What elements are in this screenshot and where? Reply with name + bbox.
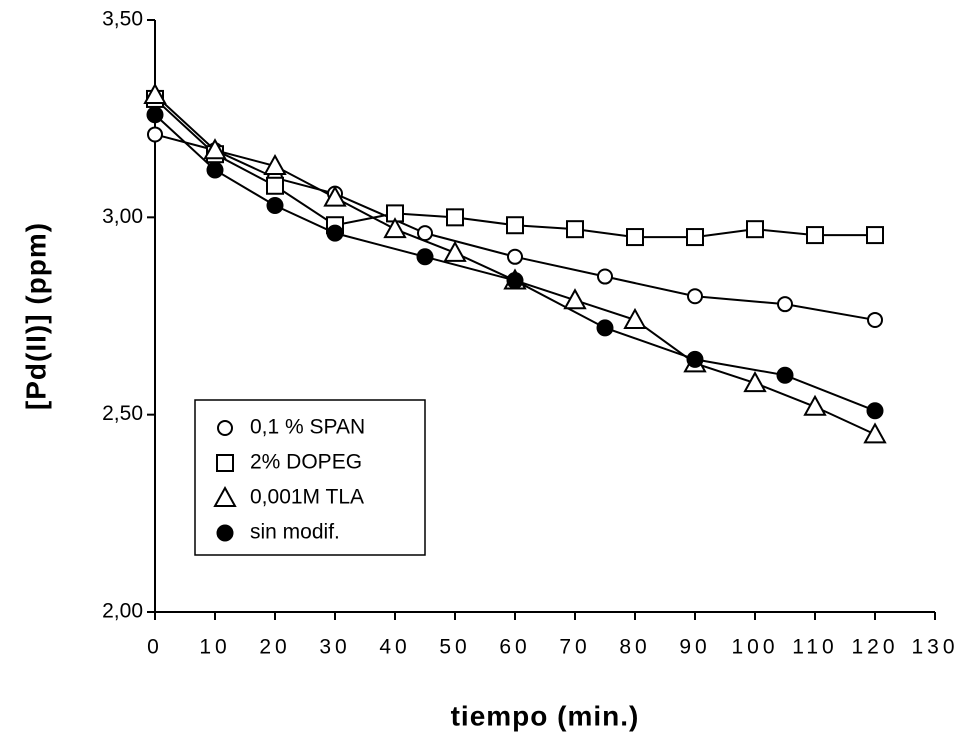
point xyxy=(623,307,647,329)
point xyxy=(863,422,887,444)
point xyxy=(596,319,614,337)
x-tick-label: 60 xyxy=(499,636,530,659)
point xyxy=(506,216,524,235)
point xyxy=(777,296,793,313)
legend-marker xyxy=(217,420,233,436)
legend-label: 2% DOPEG xyxy=(250,451,362,474)
y-tick-label: 2,00 xyxy=(102,600,143,623)
y-tick-label: 2,50 xyxy=(102,402,143,425)
x-tick-label: 100 xyxy=(731,636,778,659)
point xyxy=(803,394,827,416)
legend-label: sin modif. xyxy=(250,521,340,544)
point xyxy=(866,402,884,420)
trend-line xyxy=(154,113,876,412)
point xyxy=(266,196,284,214)
legend-marker xyxy=(213,485,237,507)
point xyxy=(146,106,164,124)
point xyxy=(776,366,794,384)
y-tick-label: 3,00 xyxy=(102,205,143,228)
legend-marker xyxy=(216,454,234,472)
point xyxy=(743,371,767,393)
point xyxy=(147,126,163,143)
point xyxy=(266,176,284,195)
x-tick-label: 50 xyxy=(439,636,470,659)
point xyxy=(203,138,227,160)
x-tick-label: 90 xyxy=(679,636,710,659)
legend-box xyxy=(194,399,426,556)
point xyxy=(626,228,644,247)
x-tick-label: 110 xyxy=(792,636,837,659)
point xyxy=(443,240,467,262)
point xyxy=(686,350,704,368)
point xyxy=(566,220,584,239)
x-tick-label: 30 xyxy=(319,636,350,659)
point xyxy=(263,153,287,176)
x-tick-label: 20 xyxy=(259,636,290,659)
y-tick-label: 3,50 xyxy=(102,8,143,31)
point xyxy=(383,217,407,239)
legend-label: 0,1 % SPAN xyxy=(250,416,365,439)
y-axis-title: [Pd(II)] (ppm) xyxy=(20,222,51,410)
x-tick-label: 130 xyxy=(911,636,958,659)
point xyxy=(416,248,434,266)
point xyxy=(417,225,433,242)
point xyxy=(563,288,587,310)
x-tick-label: 70 xyxy=(559,636,590,659)
trend-line xyxy=(154,133,876,321)
x-tick-label: 0 xyxy=(147,636,163,659)
point xyxy=(687,288,703,305)
point xyxy=(686,228,704,247)
point xyxy=(597,268,613,285)
legend-marker xyxy=(216,524,234,542)
point xyxy=(206,161,224,179)
point xyxy=(326,224,344,242)
point xyxy=(866,226,884,245)
point xyxy=(746,220,764,239)
point xyxy=(507,248,523,265)
point xyxy=(806,226,824,245)
x-axis-title: tiempo (min.) xyxy=(451,700,640,731)
point xyxy=(506,271,524,289)
x-tick-label: 80 xyxy=(619,636,650,659)
point xyxy=(143,82,167,104)
x-tick-label: 40 xyxy=(379,636,410,659)
legend-label: 0,001M TLA xyxy=(250,486,364,509)
point xyxy=(323,185,347,207)
point xyxy=(446,208,464,227)
x-tick-label: 10 xyxy=(199,636,230,659)
point xyxy=(867,311,883,328)
x-tick-label: 120 xyxy=(851,636,898,659)
